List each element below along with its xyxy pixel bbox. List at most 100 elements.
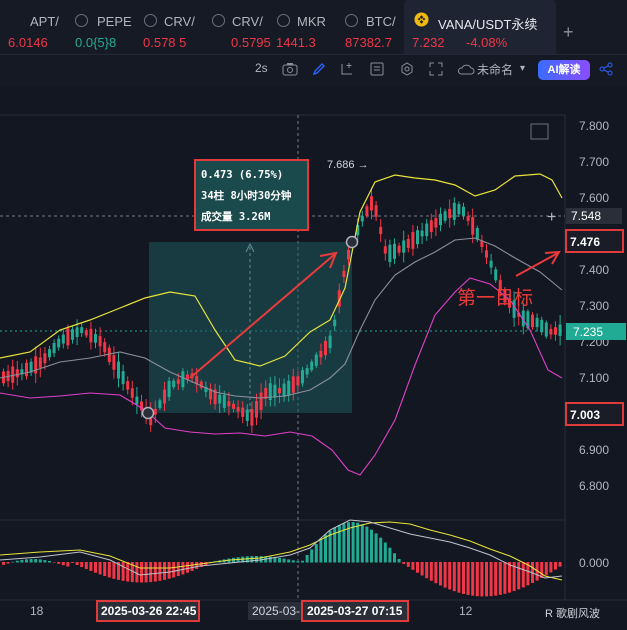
candle-body bbox=[310, 361, 314, 370]
price-chart[interactable]: 0.473 (6.75%) 34柱 8小时30分钟 成交量 3.26M 7.68… bbox=[0, 86, 627, 630]
tab-btc[interactable]: BTC/ 87382.7 bbox=[338, 0, 402, 54]
macd-bar bbox=[420, 562, 424, 576]
measure-change: 0.473 (6.75%) bbox=[201, 169, 283, 181]
watermark: R 歌剧风波 bbox=[545, 606, 600, 620]
candle-body bbox=[107, 347, 111, 363]
macd-bar bbox=[181, 562, 185, 575]
range-start-label: 2025-03-26 22:45 bbox=[101, 604, 197, 618]
layout-name-button[interactable]: 未命名 bbox=[477, 63, 514, 77]
chart-zoom-icon[interactable] bbox=[530, 123, 549, 140]
coin-icon bbox=[75, 14, 88, 27]
candle-body bbox=[489, 260, 493, 268]
tab-symbol: CRV/ bbox=[164, 14, 195, 29]
macd-bar bbox=[360, 524, 364, 563]
price-tick: 7.100 bbox=[579, 371, 609, 385]
tab-crv-2[interactable]: CRV/ 0.5795 bbox=[203, 0, 271, 54]
candle-body bbox=[337, 290, 341, 307]
macd-bar bbox=[448, 562, 452, 590]
candle-body bbox=[153, 408, 157, 415]
candle-body bbox=[38, 357, 42, 368]
candle-body bbox=[172, 380, 176, 388]
candle-body bbox=[195, 376, 199, 385]
candle-body bbox=[48, 349, 51, 358]
candle-body bbox=[439, 213, 442, 226]
candle-body bbox=[480, 240, 484, 247]
macd-bar bbox=[388, 547, 392, 563]
add-alert-plus-icon[interactable]: + bbox=[547, 209, 556, 226]
interval-button[interactable]: 2s bbox=[255, 61, 268, 75]
candle-body bbox=[471, 217, 475, 235]
share-icon[interactable] bbox=[599, 62, 613, 76]
candle-body bbox=[241, 407, 245, 417]
stop-price-label: 7.003 bbox=[570, 408, 600, 422]
chevron-down-icon[interactable]: ▾ bbox=[520, 63, 526, 74]
tab-pepe[interactable]: PEPE 0.0{5}8 bbox=[67, 0, 135, 54]
price-tick: 7.400 bbox=[579, 263, 609, 277]
candle-body bbox=[264, 387, 268, 399]
template-icon[interactable] bbox=[370, 62, 384, 76]
macd-bar bbox=[393, 553, 396, 563]
macd-bar bbox=[480, 562, 484, 597]
tab-apt[interactable]: APT/ 6.0146 bbox=[0, 0, 65, 54]
measure-start-handle[interactable] bbox=[141, 406, 155, 420]
candle-body bbox=[406, 238, 410, 248]
macd-bar bbox=[475, 562, 479, 597]
macd-bar bbox=[89, 562, 93, 571]
macd-bar bbox=[489, 562, 493, 597]
macd-bar bbox=[107, 562, 111, 578]
add-indicator-icon[interactable] bbox=[340, 62, 354, 76]
candle-body bbox=[11, 366, 15, 383]
macd-bar bbox=[328, 530, 332, 563]
macd-bar bbox=[462, 562, 465, 594]
macd-bar bbox=[301, 560, 304, 563]
tab-price: 0.578 5 bbox=[143, 35, 187, 50]
tab-symbol: APT/ bbox=[30, 14, 59, 29]
candle-body bbox=[429, 220, 433, 233]
macd-bar bbox=[20, 559, 24, 563]
tab-mkr[interactable]: MKR 1441.3 bbox=[270, 0, 334, 54]
candle-body bbox=[452, 202, 456, 220]
first-target-annotation: 第一目标 bbox=[457, 287, 533, 309]
candle-body bbox=[130, 388, 134, 398]
tab-vana-active[interactable]: VANA/USDT永续 7.232 -4.08% bbox=[404, 0, 556, 54]
measure-end-handle[interactable] bbox=[345, 235, 359, 249]
macd-bar bbox=[324, 534, 327, 563]
candle-body bbox=[121, 371, 125, 385]
macd-bar bbox=[347, 522, 350, 563]
candle-body bbox=[370, 196, 373, 211]
candle-body bbox=[526, 311, 530, 329]
macd-bar bbox=[80, 562, 84, 568]
tab-change: -4.08% bbox=[466, 35, 508, 50]
add-tab-icon[interactable]: + bbox=[563, 22, 574, 42]
crosshair-time-tag bbox=[248, 602, 306, 620]
macd-bar bbox=[549, 562, 553, 573]
macd-bar bbox=[466, 562, 470, 595]
coin-icon bbox=[212, 14, 225, 27]
candle-body bbox=[535, 317, 539, 328]
camera-icon[interactable] bbox=[282, 62, 298, 76]
macd-bar bbox=[121, 562, 125, 581]
candle-body bbox=[15, 369, 19, 378]
tab-crv-1[interactable]: CRV/ 0.578 5 bbox=[137, 0, 201, 54]
fullscreen-icon[interactable] bbox=[429, 62, 443, 76]
ai-interpret-button[interactable]: AI解读 bbox=[538, 60, 590, 80]
price-tick: 7.600 bbox=[579, 191, 609, 205]
macd-bar bbox=[52, 562, 56, 563]
settings-icon[interactable] bbox=[400, 62, 414, 76]
candle-body bbox=[388, 244, 392, 263]
pencil-icon[interactable] bbox=[312, 62, 326, 76]
candle-body bbox=[425, 223, 429, 237]
cloud-icon[interactable] bbox=[457, 64, 475, 75]
stop-price-tag bbox=[565, 402, 624, 426]
candle-body bbox=[273, 384, 277, 398]
macd-bar bbox=[57, 562, 61, 564]
candle-body bbox=[135, 396, 139, 405]
tab-symbol: CRV/ bbox=[232, 14, 263, 29]
candle-body bbox=[236, 407, 240, 412]
candle-body bbox=[347, 249, 350, 260]
tab-symbol: VANA/USDT永续 bbox=[438, 17, 538, 32]
time-label-12: 12 bbox=[459, 604, 473, 618]
macd-bar bbox=[163, 562, 166, 580]
macd-bar bbox=[319, 539, 323, 563]
macd-bar bbox=[558, 562, 562, 567]
